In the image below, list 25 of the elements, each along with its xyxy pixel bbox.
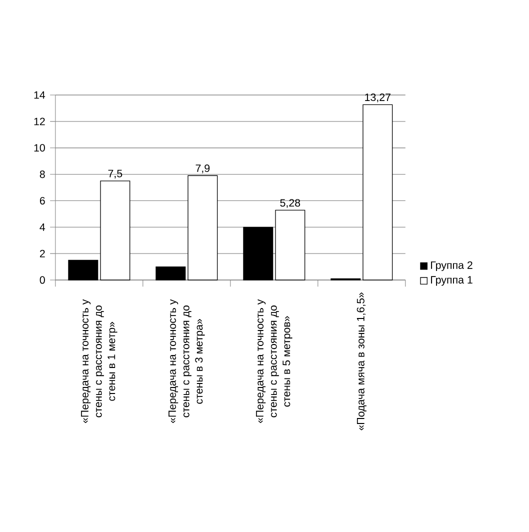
data-label: 13,27 (364, 94, 390, 102)
bar (274, 210, 305, 280)
y-tick-label: 6 (40, 196, 45, 204)
y-tick-label: 4 (39, 223, 45, 231)
bar (100, 180, 130, 280)
y-tick-label: 2 (40, 250, 45, 258)
y-tick-label: 12 (34, 118, 45, 126)
data-label: 7,9 (196, 164, 210, 174)
bar (155, 266, 186, 280)
legend-label: Группа 2 (430, 261, 472, 272)
bar (68, 260, 98, 280)
x-tick-label: «Передача на точность у стены с расстояния до стены в 5 метров» (256, 299, 292, 424)
x-tick-label: «Передача на точность у стены с расстояния до стены в 3 метра» (168, 299, 205, 424)
data-label: 5,28 (280, 199, 300, 208)
y-tick-label: 0 (40, 276, 45, 284)
bar (187, 175, 218, 280)
x-tick-label: «Подача мяча в зоны 1,6,5» (356, 292, 366, 430)
data-label: 7,5 (108, 170, 122, 179)
y-tick-label: 14 (34, 91, 45, 99)
y-tick-label: 10 (34, 144, 45, 152)
bar (242, 226, 273, 280)
x-tick-label: «Передача на точность у стены с расстояния до стены в 1 метр» (80, 299, 118, 424)
bar (362, 104, 392, 280)
y-tick-label: 8 (40, 170, 45, 178)
legend-label: Группа 1 (430, 276, 472, 286)
